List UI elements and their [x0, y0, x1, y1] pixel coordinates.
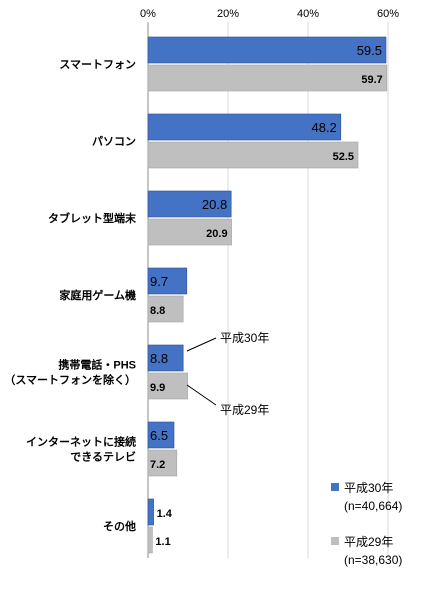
data-label: 59.7 [361, 74, 382, 86]
category-label: スマートフォン [59, 58, 136, 71]
legend-label-2017: 平成29年 [344, 535, 393, 549]
data-label: 9.9 [150, 382, 165, 394]
bar [147, 526, 153, 554]
bar [147, 498, 154, 526]
data-label: 9.7 [150, 274, 168, 289]
annotation-label-2018: 平成30年 [220, 331, 269, 345]
category-label: 携帯電話・PHS （スマートフォンを除く） [4, 358, 136, 387]
data-label: 1.4 [157, 508, 173, 520]
data-label: 8.8 [150, 351, 168, 366]
category-label: 家庭用ゲーム機 [59, 288, 136, 302]
bar [147, 218, 232, 246]
bar [147, 141, 359, 169]
annotation-leader-2017 [186, 384, 217, 406]
data-label: 6.5 [150, 428, 168, 443]
data-label: 20.9 [206, 228, 227, 240]
legend-label-2018: 平成30年 [344, 481, 393, 495]
legend-sample-2017: (n=38,630) [344, 553, 402, 567]
bar [147, 36, 387, 64]
bars [147, 36, 388, 554]
legend-sample-2018: (n=40,664) [344, 499, 402, 513]
legend: 平成30年 (n=40,664) 平成29年 (n=38,630) [331, 481, 402, 567]
bar [147, 344, 184, 372]
x-axis-tick-labels: 0% 20% 40% 60% [140, 8, 399, 20]
annotation-2017: 平成29年 [186, 384, 269, 417]
legend-swatch-2017 [331, 537, 339, 545]
bar [147, 295, 184, 323]
annotation-2018: 平成30年 [186, 331, 269, 352]
bar [147, 113, 342, 141]
data-label: 1.1 [155, 536, 170, 548]
annotation-leader-2018 [186, 337, 217, 352]
data-labels: 59.5 48.2 20.8 9.7 8.8 6.5 1.4 59.7 52.5 20.9 8.8 9… [150, 43, 383, 548]
legend-swatch-2018 [331, 483, 339, 491]
bar [147, 449, 178, 477]
data-label: 8.8 [150, 305, 165, 317]
data-label: 7.2 [150, 459, 165, 471]
x-tick-label: 40% [297, 8, 319, 20]
bar [147, 190, 232, 218]
data-label: 20.8 [202, 197, 227, 212]
category-label: タブレット型端末 [48, 211, 137, 225]
data-label: 59.5 [357, 43, 382, 58]
category-label: パソコン [92, 135, 136, 148]
category-label: その他 [103, 519, 136, 533]
data-label: 52.5 [333, 151, 354, 163]
x-tick-label: 20% [217, 8, 239, 20]
bar [147, 267, 188, 295]
bar [147, 64, 388, 92]
x-tick-label: 0% [140, 8, 156, 20]
annotation-label-2017: 平成29年 [220, 403, 269, 417]
x-tick-label: 60% [377, 8, 399, 20]
data-label: 48.2 [311, 120, 336, 135]
category-label: インターネットに接続できるテレビ [26, 435, 136, 464]
bar [147, 421, 175, 449]
